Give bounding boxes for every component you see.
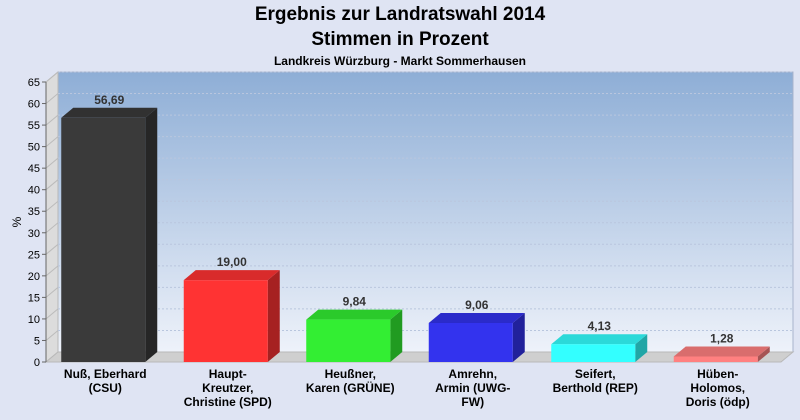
y-tick-label: 15	[28, 292, 40, 304]
bar-side	[267, 270, 280, 362]
y-tick-label: 65	[28, 77, 40, 89]
y-tick-label: 55	[28, 120, 40, 132]
x-category-label: Heußner, Karen (GRÜNE)	[306, 367, 395, 395]
bar-side	[635, 334, 648, 362]
x-category-label: Haupt-Kreutzer, Christine (SPD)	[184, 367, 272, 409]
chart-title: Ergebnis zur Landratswahl 2014	[254, 4, 546, 25]
bar-side	[512, 312, 525, 362]
y-tick-label: 30	[28, 228, 40, 240]
bar-front	[428, 322, 513, 362]
bar	[183, 270, 280, 362]
y-tick-label: 10	[28, 314, 40, 326]
bar	[306, 309, 403, 362]
bar-value-label: 56,69	[94, 93, 124, 107]
y-tick-label: 40	[28, 185, 40, 197]
y-tick-label: 20	[28, 271, 40, 283]
bar	[61, 107, 158, 362]
y-axis-label: %	[10, 216, 24, 227]
x-category-label: Seifert, Berthold (REP)	[553, 367, 638, 395]
y-tick-label: 50	[28, 142, 40, 154]
y-tick-label: 5	[34, 335, 40, 347]
bar-top	[673, 346, 770, 357]
bar-value-label: 4,13	[588, 319, 612, 333]
bar-front	[551, 344, 636, 362]
bar-top	[183, 270, 280, 281]
chart-subtitle: Stimmen in Prozent	[311, 29, 489, 50]
x-category-label: Hüben-Holomos, Doris (ödp)	[686, 367, 750, 409]
labels: 56,69 Nuß, Eberhard (CSU) 19,00 Haupt-Kreutz…	[64, 93, 750, 409]
bar-value-label: 9,06	[465, 298, 489, 312]
bar-value-label: 9,84	[343, 295, 367, 309]
bar-top	[61, 107, 158, 118]
y-tick-label: 0	[34, 357, 40, 369]
bar-side	[145, 107, 158, 362]
bar-side	[390, 309, 403, 362]
bar-top	[551, 334, 648, 345]
bar-front	[306, 319, 391, 362]
bar-value-label: 19,00	[217, 255, 247, 269]
bar-front	[61, 117, 146, 362]
bar	[673, 346, 770, 362]
y-tick-label: 25	[28, 249, 40, 261]
bar-side	[757, 346, 770, 362]
x-category-label: Amrehn, Armin (UWG-FW)	[435, 367, 510, 409]
gridlines	[45, 71, 793, 341]
y-tick-label: 45	[28, 163, 40, 175]
bar-front	[673, 356, 758, 362]
bar-front	[183, 280, 268, 362]
y-tick-label: 35	[28, 206, 40, 218]
bars	[61, 107, 770, 362]
bar-top	[306, 309, 403, 320]
bar-value-label: 1,28	[710, 331, 734, 345]
chart-region-label: Landkreis Würzburg - Markt Sommerhausen	[273, 54, 527, 68]
x-category-label: Nuß, Eberhard (CSU)	[64, 367, 147, 395]
bar-top	[428, 312, 525, 323]
y-tick-label: 60	[28, 99, 40, 111]
bar	[551, 334, 648, 362]
y-axis: 0 5 10 15 20 25 30 35 40 45 50 55 60 65	[28, 77, 47, 369]
bar	[428, 312, 525, 362]
